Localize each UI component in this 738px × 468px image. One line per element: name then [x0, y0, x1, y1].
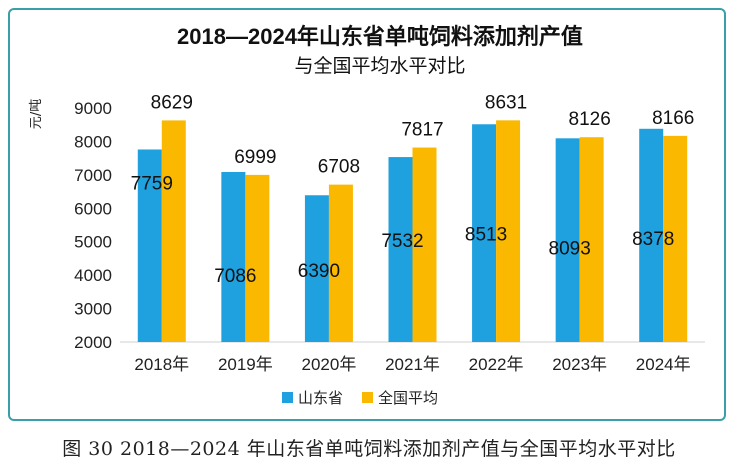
- bar-shandong-0: [137, 149, 162, 342]
- bar-shandong-2: [304, 195, 329, 342]
- x-tick-label: 2022年: [469, 355, 524, 374]
- legend-swatch: [282, 392, 293, 403]
- data-label: 6999: [234, 147, 276, 168]
- bar-national-5: [579, 137, 604, 342]
- y-tick-label: 3000: [74, 300, 112, 319]
- chart-frame: [8, 8, 726, 421]
- bar-national-1: [245, 174, 270, 342]
- bar-national-0: [161, 120, 186, 342]
- x-tick-label: 2024年: [636, 355, 691, 374]
- y-tick-label: 5000: [74, 233, 112, 252]
- bar-chart: 2018—2024年山东省单吨饲料添加剂产值 与全国平均水平对比 元/吨 200…: [29, 24, 705, 407]
- x-tick-label: 2018年: [134, 355, 189, 374]
- data-label: 6708: [318, 157, 360, 178]
- bar-national-6: [663, 135, 688, 342]
- data-label: 8378: [632, 229, 674, 250]
- bar-shandong-4: [472, 124, 497, 342]
- data-label: 8093: [549, 238, 591, 259]
- x-tick-label: 2023年: [552, 355, 607, 374]
- bar-national-2: [328, 184, 353, 342]
- data-label: 8166: [652, 108, 694, 129]
- y-tick-label: 8000: [74, 132, 112, 151]
- y-tick-label: 4000: [74, 266, 112, 285]
- chart-title: 2018—2024年山东省单吨饲料添加剂产值: [177, 24, 583, 49]
- y-tick-label: 9000: [74, 99, 112, 118]
- legend-label: 全国平均: [378, 389, 438, 407]
- bar-national-4: [496, 120, 521, 342]
- data-label: 7086: [214, 266, 256, 287]
- y-axis-label: 元/吨: [29, 99, 44, 129]
- y-tick-label: 7000: [74, 166, 112, 185]
- data-label: 6390: [298, 261, 340, 282]
- legend-swatch: [362, 392, 373, 403]
- data-label: 7532: [381, 231, 423, 252]
- chart-subtitle: 与全国平均水平对比: [294, 55, 465, 77]
- data-label: 8629: [151, 92, 193, 113]
- x-tick-label: 2021年: [385, 355, 440, 374]
- bar-shandong-1: [221, 171, 246, 342]
- bar-shandong-5: [555, 138, 580, 342]
- data-label: 8513: [465, 224, 507, 245]
- y-tick-label: 2000: [74, 333, 112, 352]
- data-label: 7759: [131, 173, 173, 194]
- data-label: 8631: [485, 92, 527, 113]
- data-label: 7817: [401, 120, 443, 141]
- bar-national-3: [412, 147, 437, 342]
- x-tick-label: 2019年: [218, 355, 273, 374]
- figure-caption: 图 30 2018—2024 年山东省单吨饲料添加剂产值与全国平均水平对比: [62, 438, 676, 460]
- bar-shandong-3: [388, 157, 413, 342]
- data-label: 8126: [569, 109, 611, 130]
- bar-shandong-6: [639, 128, 664, 342]
- legend-label: 山东省: [298, 389, 343, 407]
- x-tick-label: 2020年: [302, 355, 357, 374]
- y-tick-label: 6000: [74, 199, 112, 218]
